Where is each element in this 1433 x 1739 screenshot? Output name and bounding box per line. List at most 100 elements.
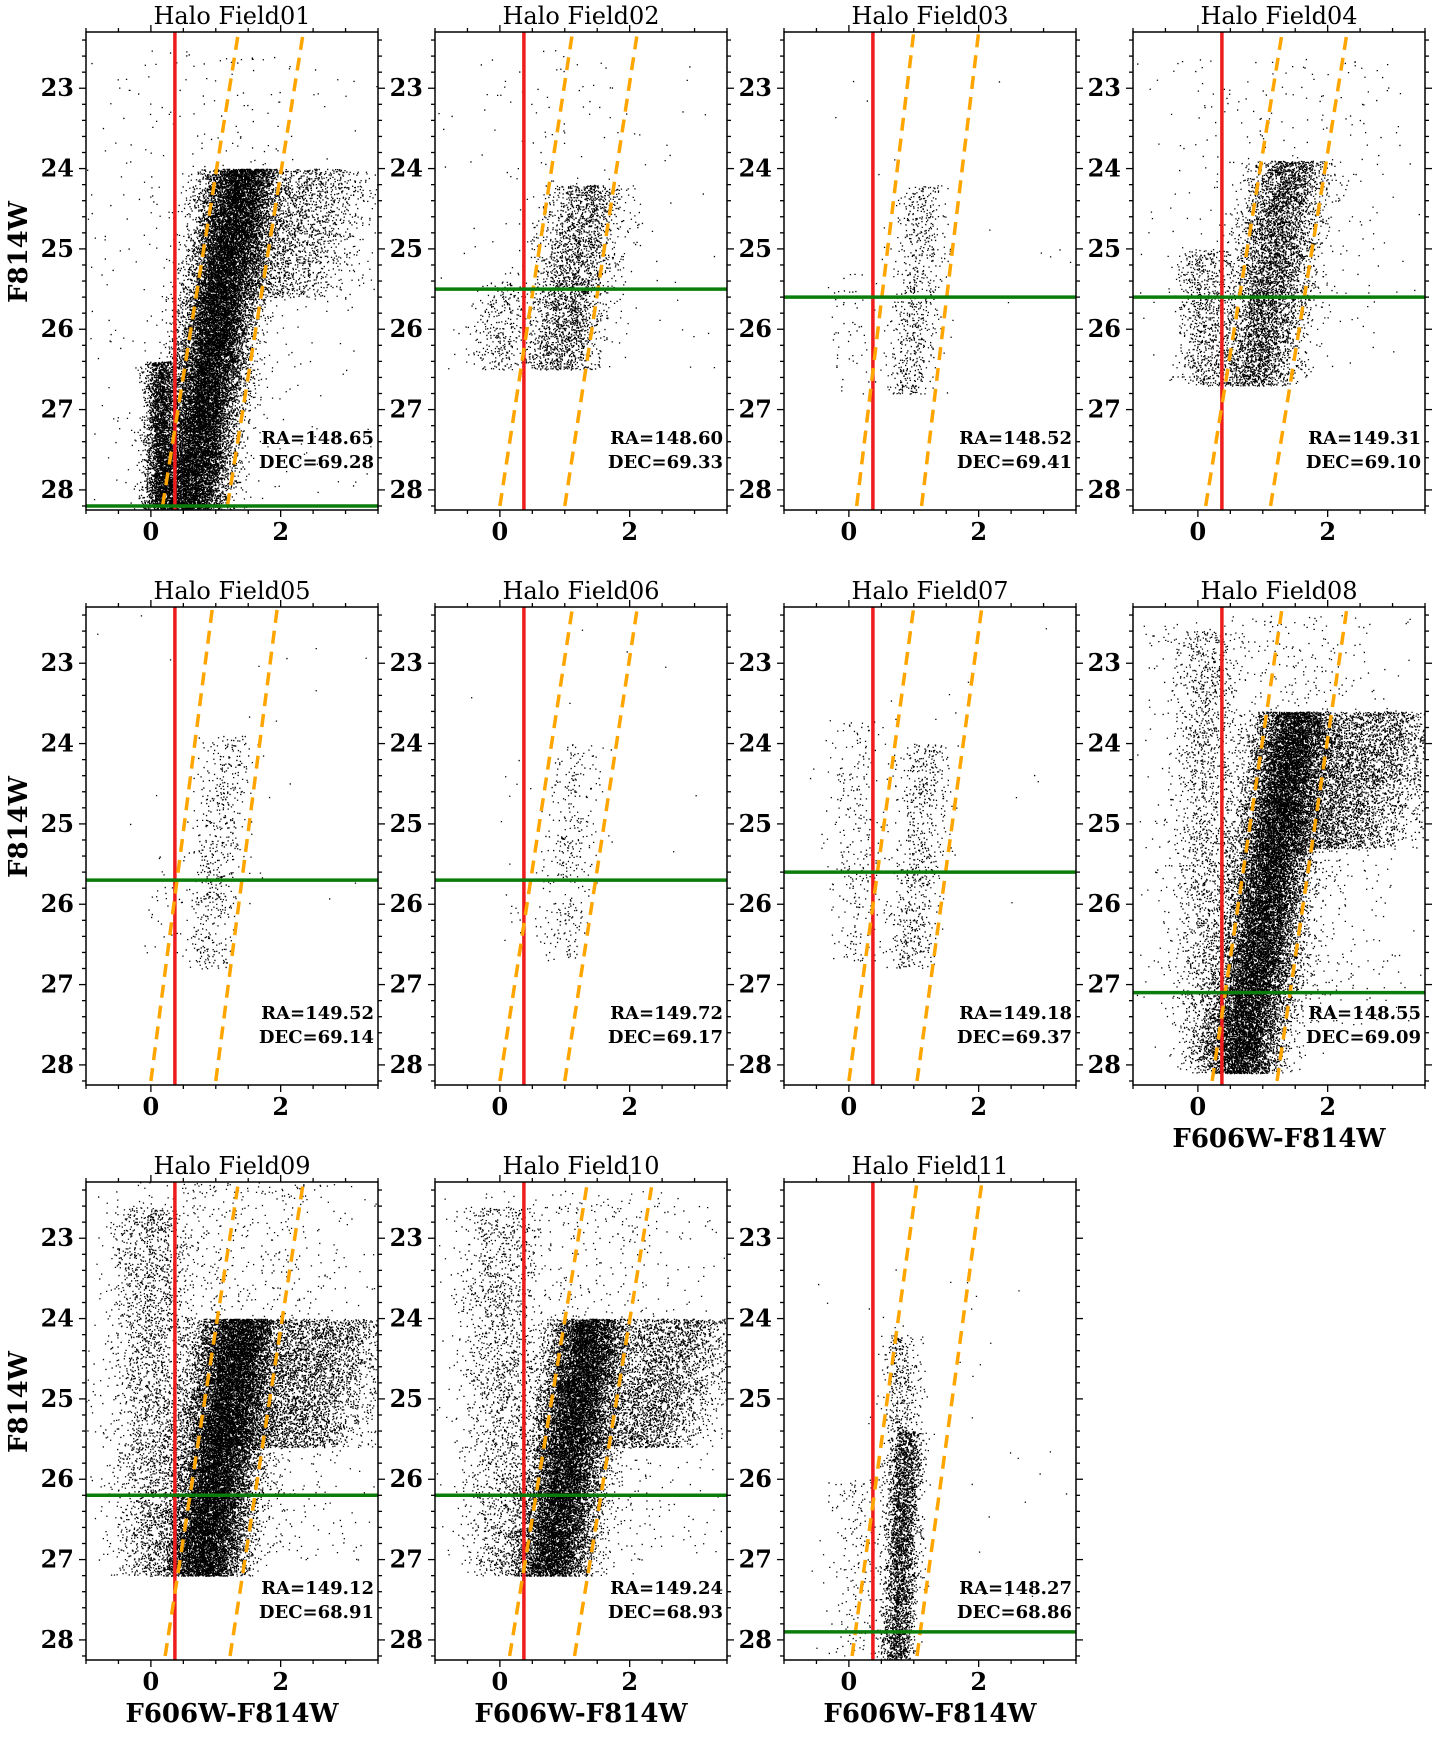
y-tick-label: 25: [41, 1384, 74, 1413]
dec-label: DEC=69.09: [1306, 1027, 1421, 1048]
dec-label: DEC=69.28: [259, 452, 374, 473]
y-tick-label: 25: [739, 234, 772, 263]
y-tick-label: 27: [390, 1545, 423, 1574]
y-axis-label: F814W: [4, 775, 34, 878]
y-tick-label: 28: [1088, 1050, 1121, 1079]
y-tick-label: 25: [1088, 234, 1121, 263]
y-tick-label: 27: [1088, 970, 1121, 999]
y-tick-label: 25: [1088, 809, 1121, 838]
y-tick-label: 25: [41, 809, 74, 838]
y-tick-label: 23: [739, 1223, 772, 1252]
dec-label: DEC=68.91: [259, 1602, 374, 1623]
dec-label: DEC=69.41: [957, 452, 1072, 473]
panel-title: Halo Field03: [851, 2, 1008, 30]
y-tick-label: 23: [390, 73, 423, 102]
y-tick-label: 23: [739, 648, 772, 677]
dec-label: DEC=69.14: [259, 1027, 374, 1048]
x-axis-label: F606W-F814W: [823, 1699, 1037, 1729]
y-tick-label: 23: [739, 73, 772, 102]
panel-title: Halo Field06: [502, 577, 659, 605]
x-tick-label: 2: [970, 517, 987, 546]
x-tick-label: 2: [272, 1092, 289, 1121]
y-tick-label: 26: [1088, 889, 1121, 918]
x-tick-label: 2: [970, 1092, 987, 1121]
x-tick-label: 0: [492, 517, 509, 546]
y-tick-label: 28: [1088, 475, 1121, 504]
x-tick-label: 2: [621, 1667, 638, 1696]
panel-title: Halo Field10: [502, 1152, 659, 1180]
dec-label: DEC=68.86: [957, 1602, 1072, 1623]
y-tick-label: 28: [41, 1625, 74, 1654]
ra-label: RA=149.52: [261, 1003, 374, 1024]
y-tick-label: 27: [41, 970, 74, 999]
y-tick-label: 26: [41, 1464, 74, 1493]
dec-label: DEC=69.33: [608, 452, 723, 473]
panel-title: Halo Field09: [153, 1152, 310, 1180]
y-axis-label: F814W: [4, 1350, 34, 1453]
y-tick-label: 28: [739, 1625, 772, 1654]
y-tick-label: 26: [739, 314, 772, 343]
y-tick-label: 28: [390, 475, 423, 504]
panel-title: Halo Field05: [153, 577, 310, 605]
dec-label: DEC=69.10: [1306, 452, 1421, 473]
y-tick-label: 24: [390, 729, 423, 758]
dec-label: DEC=69.17: [608, 1027, 723, 1048]
ra-label: RA=149.31: [1308, 428, 1421, 449]
y-tick-label: 26: [739, 889, 772, 918]
x-tick-label: 0: [492, 1667, 509, 1696]
ra-label: RA=148.65: [261, 428, 374, 449]
y-tick-label: 27: [739, 1545, 772, 1574]
x-tick-label: 0: [841, 1667, 858, 1696]
ra-label: RA=149.18: [959, 1003, 1072, 1024]
star-points: [438, 50, 715, 370]
y-tick-label: 27: [1088, 395, 1121, 424]
x-tick-label: 0: [1190, 517, 1207, 546]
y-tick-label: 28: [390, 1050, 423, 1079]
y-tick-label: 27: [739, 395, 772, 424]
y-tick-label: 26: [739, 1464, 772, 1493]
ra-label: RA=148.27: [959, 1578, 1072, 1599]
star-points: [435, 1191, 728, 1577]
x-tick-label: 2: [621, 1092, 638, 1121]
ra-label: RA=148.55: [1308, 1003, 1421, 1024]
y-tick-label: 26: [390, 1464, 423, 1493]
star-points: [86, 1182, 379, 1577]
y-tick-label: 27: [390, 395, 423, 424]
y-tick-label: 23: [41, 1223, 74, 1252]
y-tick-label: 23: [1088, 648, 1121, 677]
rgb-box-line-1: [849, 607, 914, 1081]
y-tick-label: 28: [739, 1050, 772, 1079]
x-tick-label: 0: [1190, 1092, 1207, 1121]
star-points: [810, 628, 1047, 969]
panel-title: Halo Field01: [153, 2, 310, 30]
star-points: [97, 615, 367, 969]
y-tick-label: 23: [41, 73, 74, 102]
y-tick-label: 27: [41, 1545, 74, 1574]
y-tick-label: 24: [390, 154, 423, 183]
x-tick-label: 0: [841, 517, 858, 546]
y-tick-label: 25: [390, 234, 423, 263]
y-tick-label: 24: [739, 1304, 772, 1333]
x-axis-label: F606W-F814W: [125, 1699, 339, 1729]
x-tick-label: 2: [272, 517, 289, 546]
dec-label: DEC=68.93: [608, 1602, 723, 1623]
panel-title: Halo Field11: [851, 1152, 1008, 1180]
rgb-box-line-1: [151, 607, 213, 1081]
y-tick-label: 24: [390, 1304, 423, 1333]
rgb-box-line-1: [500, 607, 573, 1081]
y-tick-label: 28: [41, 475, 74, 504]
x-tick-label: 0: [841, 1092, 858, 1121]
ra-label: RA=148.52: [959, 428, 1072, 449]
ra-label: RA=148.60: [610, 428, 723, 449]
star-points: [471, 630, 697, 962]
x-tick-label: 2: [1319, 517, 1336, 546]
y-tick-label: 23: [41, 648, 74, 677]
